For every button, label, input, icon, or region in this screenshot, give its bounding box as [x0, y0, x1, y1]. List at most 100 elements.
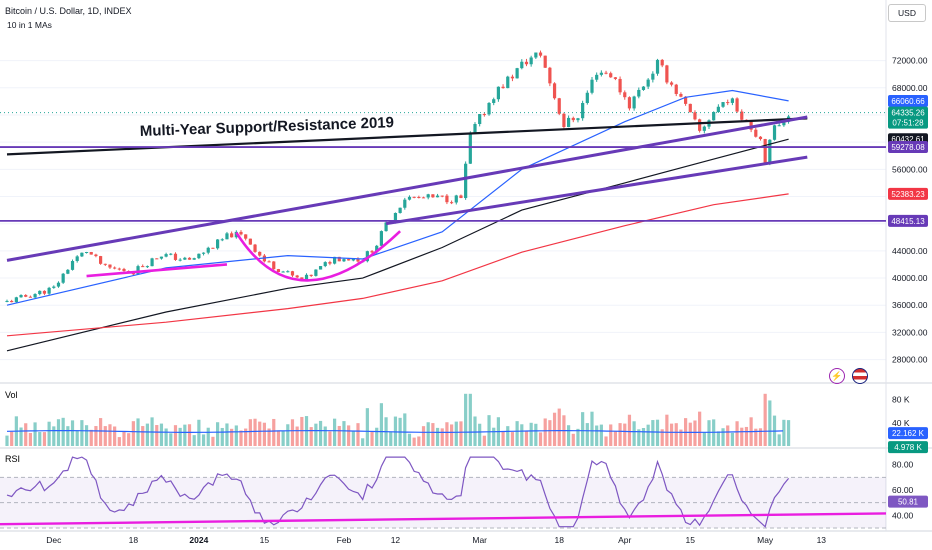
candle-body: [28, 296, 32, 298]
candle-body: [637, 89, 641, 97]
candle-body: [304, 274, 309, 282]
volume-bar: [492, 427, 496, 446]
volume-bar: [28, 432, 32, 446]
moving-averages: [6, 89, 789, 352]
volume-bar: [440, 428, 444, 446]
candle-body: [510, 76, 515, 79]
candle-body: [651, 73, 655, 80]
price-tag-label: 60432.61: [891, 135, 925, 144]
candle-body: [440, 195, 444, 197]
rsi-tag: [888, 495, 928, 508]
price-tick-label: 44000.00: [892, 246, 928, 256]
trendlines: [0, 112, 886, 282]
volume-bar: [347, 425, 351, 446]
volume-bar: [38, 432, 42, 446]
candle-body: [211, 247, 215, 249]
volume-bar: [225, 423, 229, 446]
candle-body: [38, 290, 42, 295]
time-tick-label: Feb: [337, 535, 352, 545]
candle-body: [590, 79, 594, 93]
volume-bar: [253, 418, 257, 446]
candle-body: [197, 253, 201, 259]
candle-body: [136, 266, 140, 275]
volume-bar: [103, 426, 107, 446]
us-flag-icon[interactable]: [852, 368, 868, 384]
lightning-icon[interactable]: ⚡: [829, 368, 845, 384]
volume-bar: [173, 425, 178, 446]
volume-bar: [613, 431, 617, 446]
time-tick-label: 13: [817, 535, 827, 545]
volume-bar: [716, 431, 720, 446]
candle-body: [108, 264, 112, 268]
candle-body: [412, 196, 416, 198]
volume-bar: [627, 414, 632, 446]
ma-red-line: [6, 193, 789, 337]
candle-body: [655, 59, 660, 74]
candle-body: [721, 102, 725, 107]
candle-body: [585, 92, 589, 104]
volume-bar: [641, 428, 646, 446]
volume-bar: [52, 426, 56, 446]
volume-bar: [389, 431, 393, 446]
volume-bar: [70, 420, 75, 446]
candle-body: [506, 76, 510, 89]
candle-body: [295, 275, 299, 278]
candle-body: [740, 111, 744, 120]
candle-body: [183, 257, 187, 260]
time-tick-label: Mar: [472, 535, 487, 545]
candle-body: [276, 269, 281, 273]
candle-body: [145, 266, 149, 268]
black-trendline: [6, 117, 808, 156]
candle-body: [267, 261, 271, 263]
candle-body: [89, 252, 93, 255]
candle-body: [726, 102, 730, 104]
candle-body: [33, 294, 37, 298]
volume-bar: [529, 422, 533, 446]
candle-body: [712, 112, 716, 121]
rsi-band: [0, 476, 886, 529]
volume-bar: [417, 436, 421, 446]
volume-bar: [679, 429, 683, 446]
volume-tag: [888, 441, 928, 454]
candle-body: [47, 287, 51, 294]
volume-bar: [786, 420, 791, 446]
candle-body: [702, 126, 706, 131]
volume-bar: [206, 427, 210, 446]
volume-bar: [777, 434, 781, 446]
volume-bar: [450, 424, 454, 446]
candle-body: [478, 114, 482, 124]
volume-bar: [609, 424, 613, 446]
currency-button[interactable]: USD: [888, 4, 926, 22]
volume-bar: [590, 411, 594, 446]
volume-bar: [744, 426, 749, 446]
price-tag-label: 66060.66: [891, 97, 925, 106]
candle-body: [623, 92, 627, 98]
candle-body: [407, 196, 412, 200]
candle-body: [155, 258, 159, 260]
volume-bar: [300, 416, 304, 446]
candle-body: [178, 259, 182, 261]
candle-body: [609, 73, 613, 78]
candle-body: [192, 258, 196, 260]
volume-bar: [117, 437, 121, 446]
candle-body: [782, 121, 786, 126]
volume-bar: [595, 425, 599, 446]
candle-body: [464, 163, 468, 199]
rsi-tick-label: 60.00: [892, 485, 914, 495]
price-tick-label: 40000.00: [892, 273, 928, 283]
candle-body: [122, 268, 126, 272]
volume-bar: [660, 429, 664, 446]
volume-bars: [5, 393, 791, 446]
volume-bar: [89, 429, 93, 446]
volume-bar: [131, 421, 135, 446]
candle-body: [239, 231, 243, 235]
candle-body: [286, 271, 290, 273]
volume-bar: [244, 428, 248, 446]
volume-bar: [248, 419, 252, 446]
volume-bar: [501, 431, 505, 446]
candle-body: [281, 271, 285, 273]
candle-body: [562, 113, 566, 128]
time-tick-label: 12: [391, 535, 401, 545]
candle-body: [244, 234, 248, 239]
